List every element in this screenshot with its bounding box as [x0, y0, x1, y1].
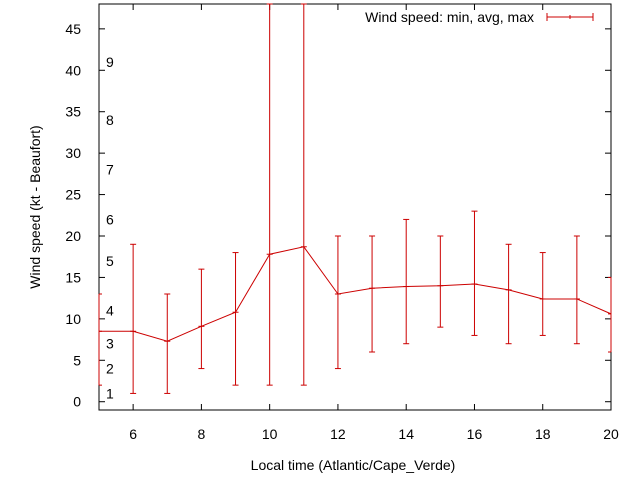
- x-tick-label: 16: [467, 426, 483, 442]
- y-tick-label: 35: [65, 104, 81, 120]
- y-tick-label: 45: [65, 21, 81, 37]
- beaufort-scale: 1 2 3 4 5 6 7 8 9: [106, 54, 114, 401]
- y-tick-label: 10: [65, 311, 81, 327]
- x-axis-ticks: 6 8 10 12 14 16 18 20: [129, 4, 619, 442]
- legend-label: Wind speed: min, avg, max: [365, 9, 534, 25]
- beaufort-label: 2: [106, 361, 114, 377]
- beaufort-label: 9: [106, 54, 114, 70]
- y-tick-label: 25: [65, 187, 81, 203]
- beaufort-label: 7: [106, 162, 114, 178]
- y-tick-label: 20: [65, 228, 81, 244]
- beaufort-label: 5: [106, 253, 114, 269]
- x-tick-label: 8: [198, 426, 206, 442]
- beaufort-label: 3: [106, 336, 114, 352]
- plot-frame: [98, 3, 612, 411]
- y-tick-label: 5: [73, 352, 81, 368]
- beaufort-label: 8: [106, 112, 114, 128]
- x-tick-label: 20: [603, 426, 619, 442]
- x-tick-label: 10: [262, 426, 278, 442]
- x-tick-label: 18: [535, 426, 551, 442]
- beaufort-label: 6: [106, 211, 114, 227]
- x-tick-label: 12: [330, 426, 346, 442]
- legend: Wind speed: min, avg, max: [365, 9, 594, 25]
- y-tick-label: 0: [73, 394, 81, 410]
- series-layer: [98, 3, 612, 394]
- beaufort-label: 1: [106, 385, 114, 401]
- avg-line: [99, 246, 612, 342]
- x-tick-label: 6: [129, 426, 137, 442]
- y-axis-label: Wind speed (kt - Beaufort): [27, 125, 43, 288]
- x-axis-label: Local time (Atlantic/Cape_Verde): [251, 457, 456, 473]
- y-tick-label: 40: [65, 62, 81, 78]
- beaufort-label: 4: [106, 303, 114, 319]
- y-tick-label: 15: [65, 269, 81, 285]
- y-tick-label: 30: [65, 145, 81, 161]
- x-tick-label: 14: [398, 426, 414, 442]
